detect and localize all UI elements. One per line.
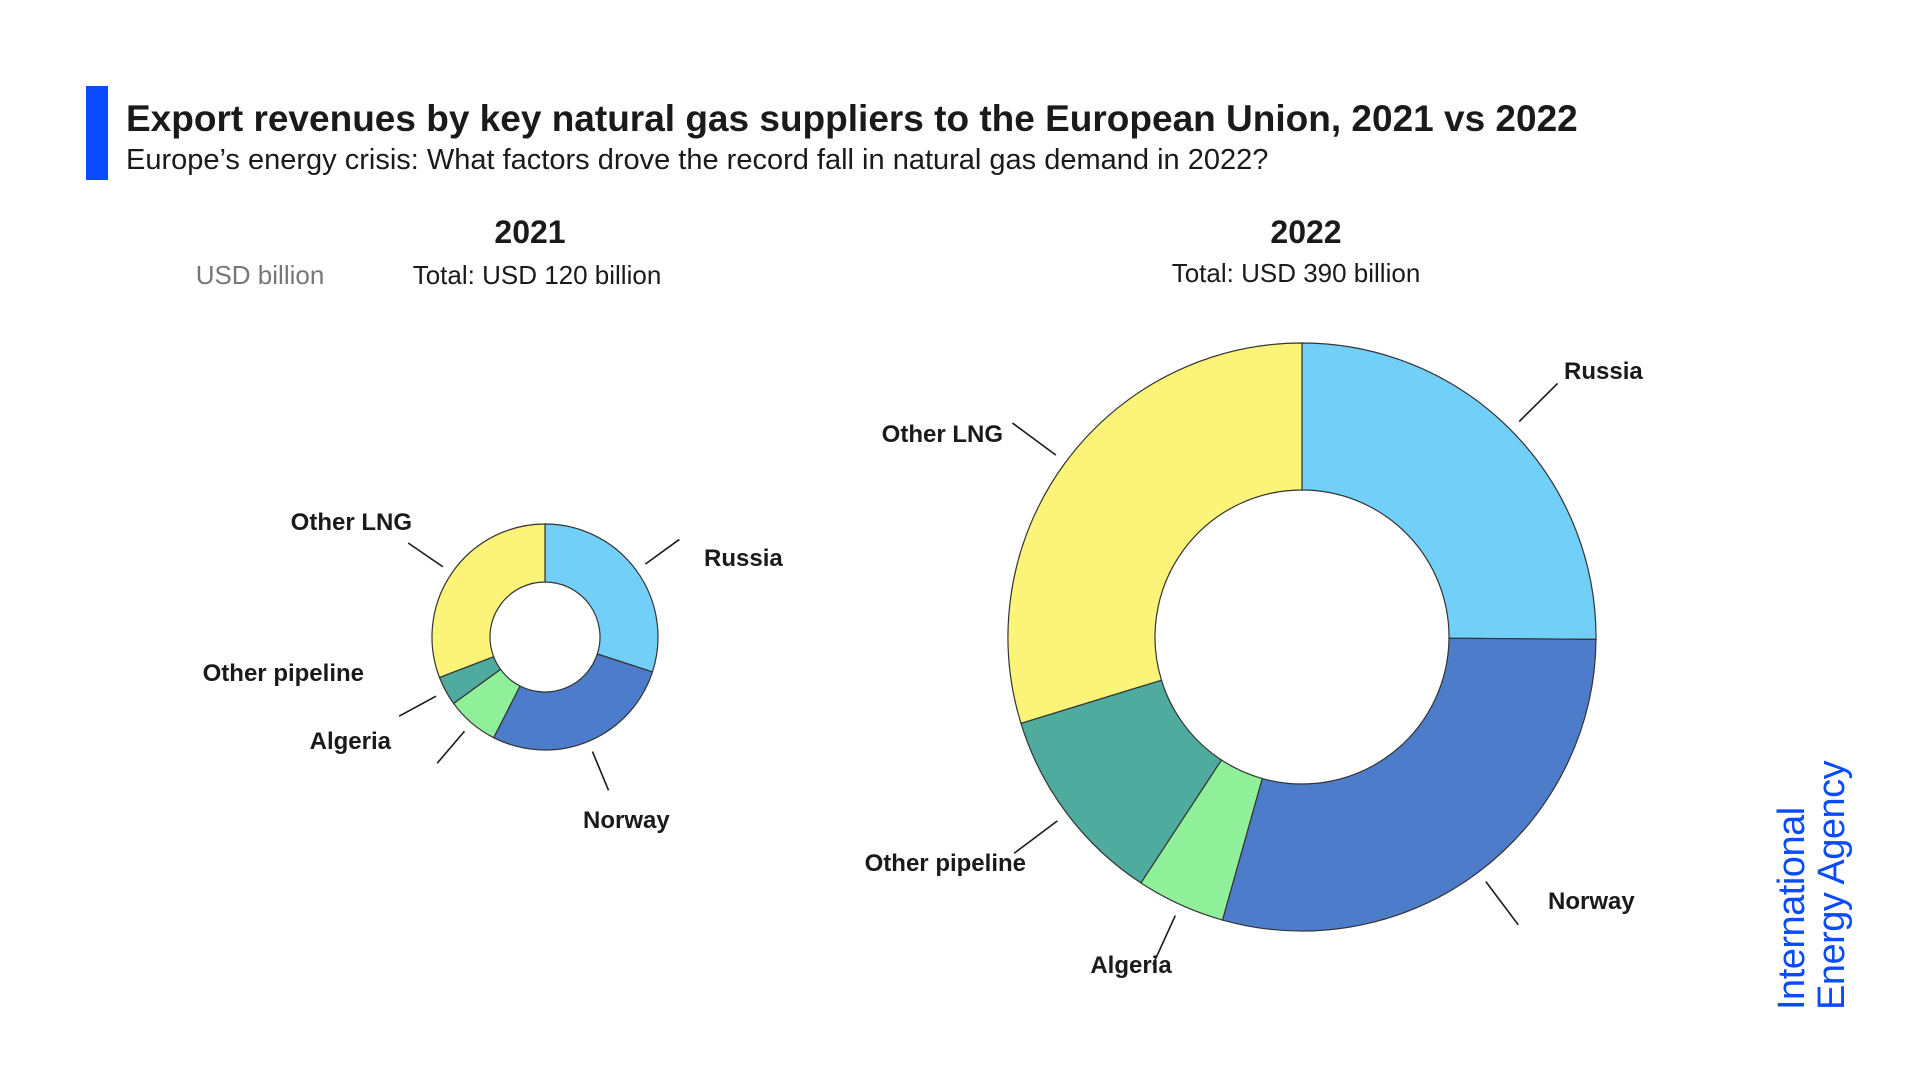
- slice-label-2022-russia: Russia: [1564, 358, 1643, 385]
- slice-label-2021-other-pipeline: Other pipeline: [203, 660, 364, 687]
- slice-2022-russia: [1301, 342, 1597, 640]
- chart-2022-total: Total: USD 390 billion: [1172, 258, 1421, 288]
- chart-title: Export revenues by key natural gas suppl…: [126, 98, 1578, 139]
- slice-label-2022-norway: Norway: [1548, 888, 1635, 915]
- logo-line-2: Energy Agency: [1811, 760, 1853, 1010]
- slice-label-2021-russia: Russia: [704, 545, 783, 572]
- iea-logo: International Energy Agency: [1771, 760, 1853, 1010]
- leader-line-2022-norway: [1485, 881, 1519, 926]
- slice-2022-norway: [1221, 637, 1597, 932]
- slice-2022-other-lng: [1007, 342, 1303, 725]
- slice-2021-russia: [544, 523, 659, 673]
- leader-line-2022-other-lng: [1011, 422, 1057, 456]
- donut-2022: 2022 Total: USD 390 billion Russia Norway…: [865, 214, 1644, 979]
- logo-line-1: International: [1771, 807, 1813, 1010]
- slice-2021-other-lng: [431, 523, 546, 679]
- slice-label-2021-algeria: Algeria: [310, 728, 392, 755]
- leader-line-2021-other-pipeline: [398, 695, 437, 717]
- leader-line-2021-russia: [644, 538, 680, 565]
- slice-label-2021-norway: Norway: [583, 807, 670, 834]
- donut-2021: 2021 USD billion Total: USD 120 billion …: [196, 214, 784, 834]
- leader-line-2022-russia: [1518, 382, 1559, 423]
- leader-line-2021-norway: [591, 751, 610, 791]
- slice-label-2021-other-lng: Other LNG: [291, 509, 412, 536]
- slice-label-2022-other-pipeline: Other pipeline: [865, 850, 1026, 877]
- slice-label-2022-algeria: Algeria: [1090, 952, 1172, 979]
- leader-line-2021-algeria: [436, 730, 466, 764]
- title-accent-bar: [86, 86, 108, 180]
- unit-label: USD billion: [196, 260, 325, 290]
- chart-2021-total: Total: USD 120 billion: [413, 260, 662, 290]
- slice-label-2022-other-lng: Other LNG: [882, 421, 1003, 448]
- leader-line-2021-other-lng: [407, 542, 444, 568]
- leader-line-2022-algeria: [1152, 915, 1177, 966]
- chart-2021-title: 2021: [494, 214, 565, 250]
- slice-2021-norway: [492, 653, 654, 751]
- leader-line-2022-other-pipeline: [1013, 820, 1058, 854]
- chart-subtitle: Europe’s energy crisis: What factors dro…: [126, 144, 1269, 176]
- chart-2022-title: 2022: [1270, 214, 1341, 250]
